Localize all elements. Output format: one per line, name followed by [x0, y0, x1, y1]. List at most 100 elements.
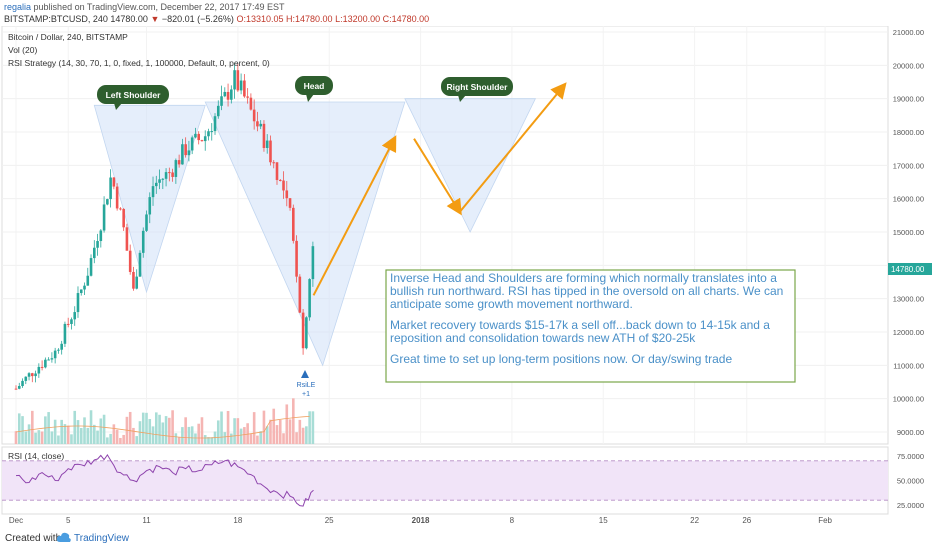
volume-bar	[14, 431, 18, 444]
right-shoulder-bubble: Right Shoulder	[441, 77, 513, 102]
candle-body	[181, 144, 184, 165]
volume-bar	[174, 433, 178, 444]
annotation-para-2: Market recovery towards $15-17k a sell o…	[390, 318, 770, 345]
candle-body	[141, 230, 145, 253]
time-tick-label: 25	[325, 516, 334, 525]
volume-bar	[63, 424, 67, 444]
candle-body	[70, 319, 73, 324]
rsi-entry-marker[interactable]: RsiLE +1	[297, 370, 316, 398]
price-tick-label: 19000.00	[893, 95, 924, 104]
volume-bar	[73, 410, 77, 444]
volume-bar	[106, 437, 109, 444]
candle-body	[73, 312, 77, 320]
price-tick-label: 9000.00	[897, 428, 924, 437]
annotation-para-1: Inverse Head and Shoulders are forming w…	[390, 272, 784, 311]
volume-bar	[259, 431, 262, 444]
price-axis[interactable]: 21000.00 20000.00 19000.00 18000.00 17000.00…	[893, 28, 924, 437]
volume-bar	[272, 408, 276, 444]
candle-body	[311, 246, 315, 280]
volume-bar	[216, 420, 220, 444]
price-tick-label: 15000.00	[893, 228, 924, 237]
pattern-triangle-head	[204, 101, 406, 367]
time-tick-label: 22	[690, 516, 699, 525]
volume-bar	[256, 435, 259, 444]
volume-bar	[269, 419, 272, 444]
volume-bar	[115, 429, 119, 444]
volume-bar	[37, 430, 41, 444]
volume-bar	[164, 416, 168, 444]
volume-bar	[47, 412, 50, 444]
candle-body	[203, 136, 207, 142]
price-tick-label: 11000.00	[893, 361, 924, 370]
price-tick-label: 17000.00	[893, 161, 924, 170]
candle-body	[125, 227, 129, 251]
volume-bar	[197, 423, 200, 444]
projection-arrow-up-1	[312, 135, 397, 296]
candle-body	[37, 366, 41, 374]
price-tick-label: 18000.00	[893, 128, 924, 137]
publish-line: regalia published on TradingView.com, De…	[4, 1, 285, 13]
price-tick-label: 16000.00	[893, 195, 924, 204]
price-change: −820.01 (−5.26%)	[161, 14, 234, 24]
volume-bar	[236, 418, 240, 444]
candle-body	[259, 123, 262, 127]
rsi-line	[15, 453, 314, 507]
right-shoulder-label: Right Shoulder	[447, 82, 509, 92]
candle-body	[210, 131, 214, 133]
volume-bar	[207, 437, 210, 444]
price-tick-label: 21000.00	[893, 28, 924, 37]
price-tick-label: 12000.00	[893, 328, 924, 337]
volume-bar	[246, 423, 249, 444]
candle-body	[161, 178, 165, 180]
time-tick-label: Dec	[9, 516, 23, 525]
candle-body	[272, 162, 276, 164]
candle-body	[265, 140, 269, 148]
volume-bar	[285, 404, 289, 444]
candle-body	[301, 312, 305, 349]
created-with-text: Created with	[5, 533, 62, 544]
candle-body	[194, 133, 197, 138]
volume-bar	[298, 419, 302, 444]
rsi-tick-label: 25.0000	[897, 501, 924, 510]
ohlc-open: O:13310.05	[236, 14, 284, 24]
annotation-para-3: Great time to set up long-term positions…	[390, 352, 733, 366]
volume-bar	[40, 431, 44, 444]
candle-body	[83, 285, 86, 290]
candle-body	[115, 186, 119, 209]
ohlc-low: L:13200.00	[335, 14, 381, 24]
volume-bar	[86, 427, 90, 444]
volume-bar	[76, 420, 80, 444]
rsi-axis[interactable]: 75.0000 50.0000 25.0000	[897, 452, 924, 510]
author-link[interactable]: regalia	[4, 2, 32, 12]
ohlc-close: C:14780.00	[382, 14, 430, 24]
volume-bar	[151, 426, 155, 444]
candle-body	[243, 80, 246, 97]
volume-bar	[158, 414, 161, 444]
rsi-band	[2, 460, 888, 501]
candle-body	[308, 279, 311, 318]
time-axis[interactable]: Dec 5 11 18 25 2018 8 15 22 26 Feb	[9, 516, 833, 525]
annotation-box[interactable]: Inverse Head and Shoulders are forming w…	[385, 269, 796, 383]
volume-bar	[89, 410, 93, 444]
candle-body	[21, 380, 24, 387]
volume-bars	[14, 398, 315, 444]
volume-bar	[239, 428, 243, 444]
volume-bar	[203, 435, 207, 444]
time-tick-label: 26	[742, 516, 751, 525]
symbol-label: BITSTAMP:BTCUSD, 240	[4, 14, 108, 24]
tradingview-link[interactable]: TradingView	[74, 533, 130, 544]
volume-bar	[50, 431, 54, 444]
chart-area[interactable]: Bitcoin / Dollar, 240, BITSTAMP Vol (20)…	[0, 25, 932, 526]
candle-body	[53, 350, 57, 359]
candle-body	[148, 197, 152, 215]
time-tick-label: 2018	[412, 516, 430, 525]
volume-bar	[200, 417, 204, 444]
candle-body	[14, 388, 18, 390]
candle-body	[298, 276, 302, 313]
volume-bar	[184, 417, 187, 444]
candle-body	[24, 376, 28, 381]
candle-body	[109, 177, 112, 200]
chart-svg[interactable]: Bitcoin / Dollar, 240, BITSTAMP Vol (20)…	[0, 25, 932, 526]
down-arrow-icon: ▼	[150, 14, 160, 24]
volume-bar	[252, 412, 256, 444]
